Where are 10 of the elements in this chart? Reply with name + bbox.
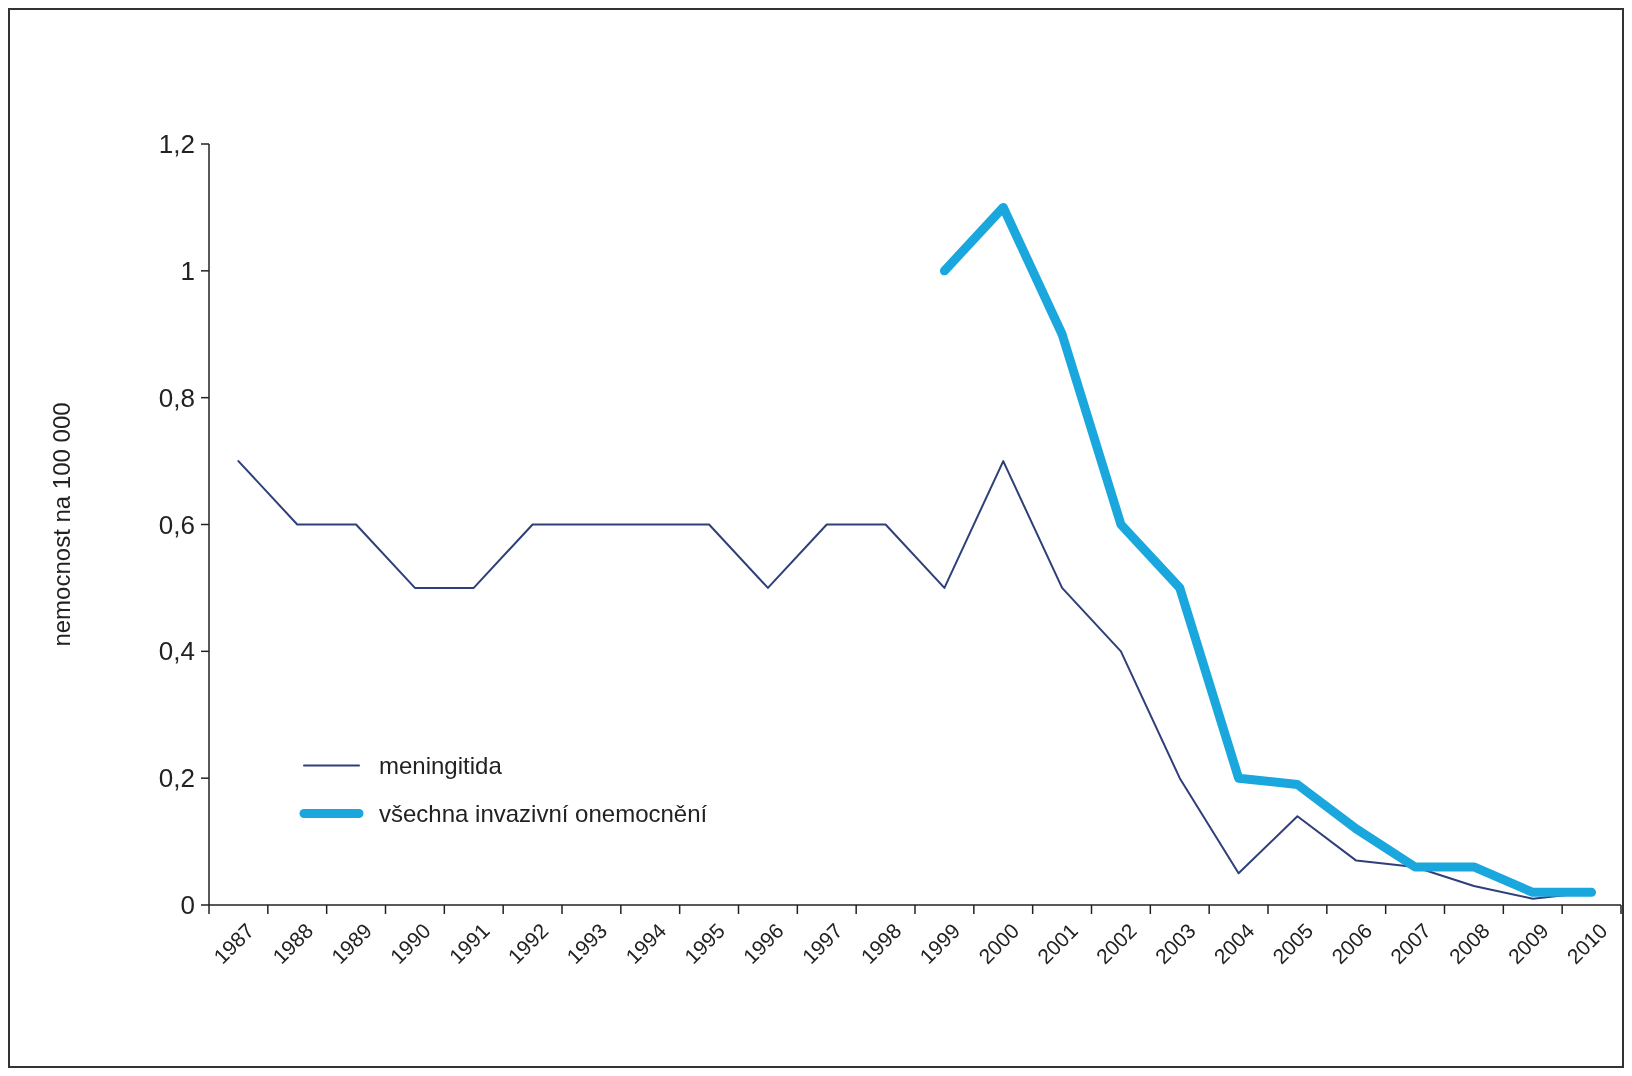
y-tick-label: 0 [180, 890, 195, 921]
y-tick-label: 0,2 [158, 763, 195, 794]
legend-label: meningitida [379, 751, 503, 779]
legend-label: všechna invazivní onemocnění [379, 799, 708, 827]
y-tick-label: 1,2 [158, 129, 195, 160]
y-tick-label: 1 [180, 255, 195, 286]
y-axis-title: nemocnost na 100 000 [48, 402, 75, 647]
y-tick-label: 0,4 [158, 636, 195, 667]
y-tick-label: 0,6 [158, 509, 195, 540]
y-tick-label: 0,8 [158, 382, 195, 413]
